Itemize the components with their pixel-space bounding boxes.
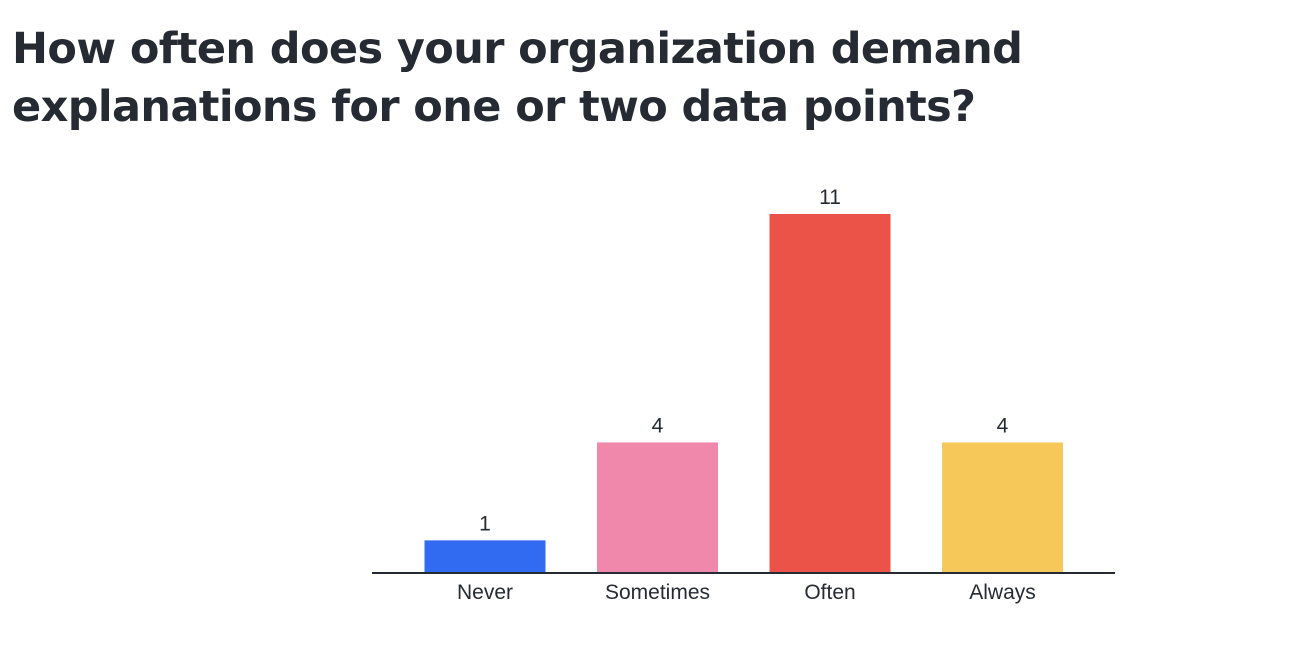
tick-label-often: Often	[804, 581, 855, 604]
bar-never	[424, 540, 546, 573]
bars-group	[424, 214, 1063, 573]
tick-label-never: Never	[457, 581, 513, 604]
bar-often	[769, 214, 891, 573]
value-label-sometimes: 4	[652, 414, 664, 437]
bar-always	[942, 442, 1063, 573]
value-labels-group: 1 4 11 4	[479, 186, 1009, 535]
value-label-always: 4	[997, 414, 1009, 437]
value-label-often: 11	[819, 186, 841, 209]
tick-label-sometimes: Sometimes	[605, 581, 710, 604]
tick-labels-group: Never Sometimes Often Always	[457, 581, 1036, 604]
bar-sometimes	[597, 442, 718, 573]
chart-title: How often does your organization demand …	[12, 24, 1023, 132]
tick-label-always: Always	[969, 581, 1036, 604]
value-label-never: 1	[479, 512, 491, 535]
